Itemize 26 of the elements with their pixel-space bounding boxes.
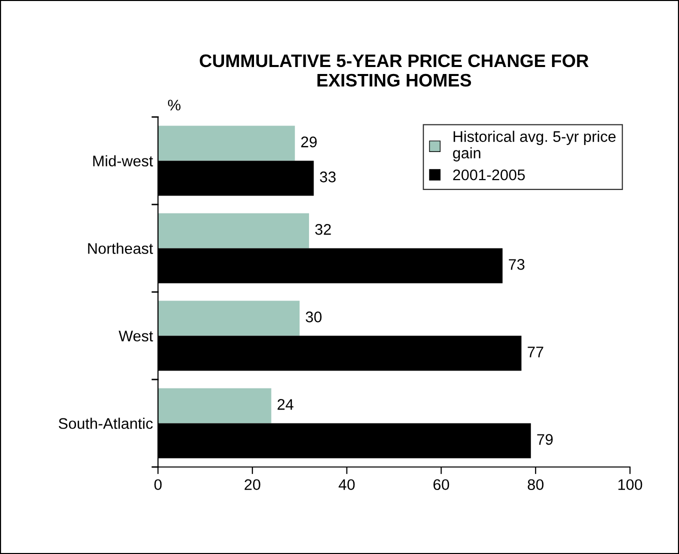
x-axis-title: %	[168, 100, 180, 110]
x-tick-label: 0	[154, 479, 162, 490]
y-tick-label: South-Atlantic	[58, 418, 153, 429]
chart-title: CUMMULATIVE 5-YEAR PRICE CHANGE FOR EXISTING HOMES	[200, 54, 589, 87]
legend-label: 2001-2005	[453, 169, 525, 180]
data-label: 29	[301, 136, 317, 148]
x-tick-label: 80	[528, 479, 544, 490]
x-tick-label: 100	[618, 479, 642, 490]
x-tick-label: 40	[338, 479, 355, 490]
bar	[158, 388, 272, 424]
x-tick-label: 60	[433, 479, 450, 490]
data-label: 24	[278, 399, 294, 410]
x-tick-label: 20	[244, 479, 260, 490]
y-tick-label: Mid-west	[93, 155, 154, 166]
data-label: 30	[306, 312, 322, 322]
data-label: 77	[528, 346, 544, 358]
legend-label: Historical avg. 5-yr price gain	[453, 130, 616, 162]
y-tick-label: Northeast	[88, 242, 154, 254]
bar	[158, 300, 300, 336]
data-label: 73	[508, 259, 524, 270]
data-label: 33	[320, 172, 336, 182]
data-label: 79	[537, 434, 553, 445]
y-tick-label: West	[118, 330, 154, 342]
bar	[158, 126, 295, 161]
bar	[158, 213, 310, 248]
data-label: 32	[315, 224, 331, 235]
